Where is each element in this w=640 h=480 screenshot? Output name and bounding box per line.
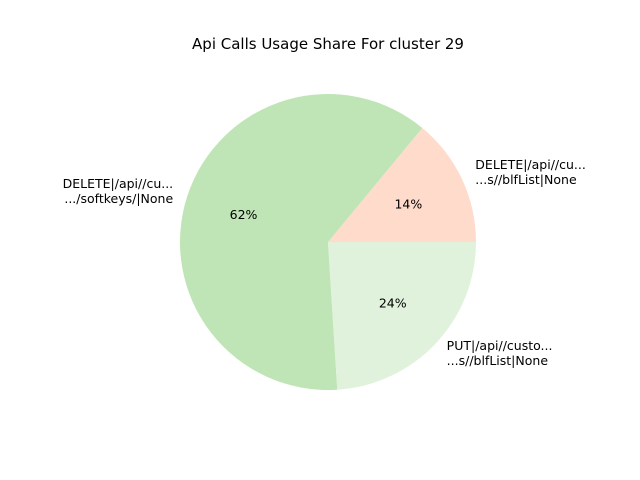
pie-slice-label-line: DELETE|/api//cu... [63, 176, 174, 191]
pie-slice-2 [328, 242, 476, 390]
pie-slice-label-line: PUT|/api//custo... [447, 338, 553, 353]
pie-slice-label-line: DELETE|/api//cu... [475, 157, 586, 172]
pie-slice-0 [328, 127, 476, 242]
pie-slice-pct-2: 24% [379, 295, 407, 310]
pie-slice-pct-1: 62% [230, 207, 258, 222]
pie-slice-label-line: ...s//blfList|None [447, 353, 549, 368]
pie-slices [180, 93, 476, 390]
pie-slice-label-line: ...s//blfList|None [475, 172, 577, 187]
pie-slice-pct-0: 14% [394, 197, 422, 212]
chart-title: Api Calls Usage Share For cluster 29 [192, 35, 464, 53]
pie-slice-label-0: DELETE|/api//cu... ...s//blfList|None [475, 157, 586, 187]
pie-labels: 14%DELETE|/api//cu... ...s//blfList|None6… [63, 157, 586, 368]
pie-slice-label-line: .../softkeys/|None [64, 191, 173, 206]
pie-slice-1 [180, 93, 423, 390]
pie-slice-label-1: DELETE|/api//cu... .../softkeys/|None [63, 176, 174, 206]
pie-slice-label-2: PUT|/api//custo... ...s//blfList|None [447, 338, 553, 368]
